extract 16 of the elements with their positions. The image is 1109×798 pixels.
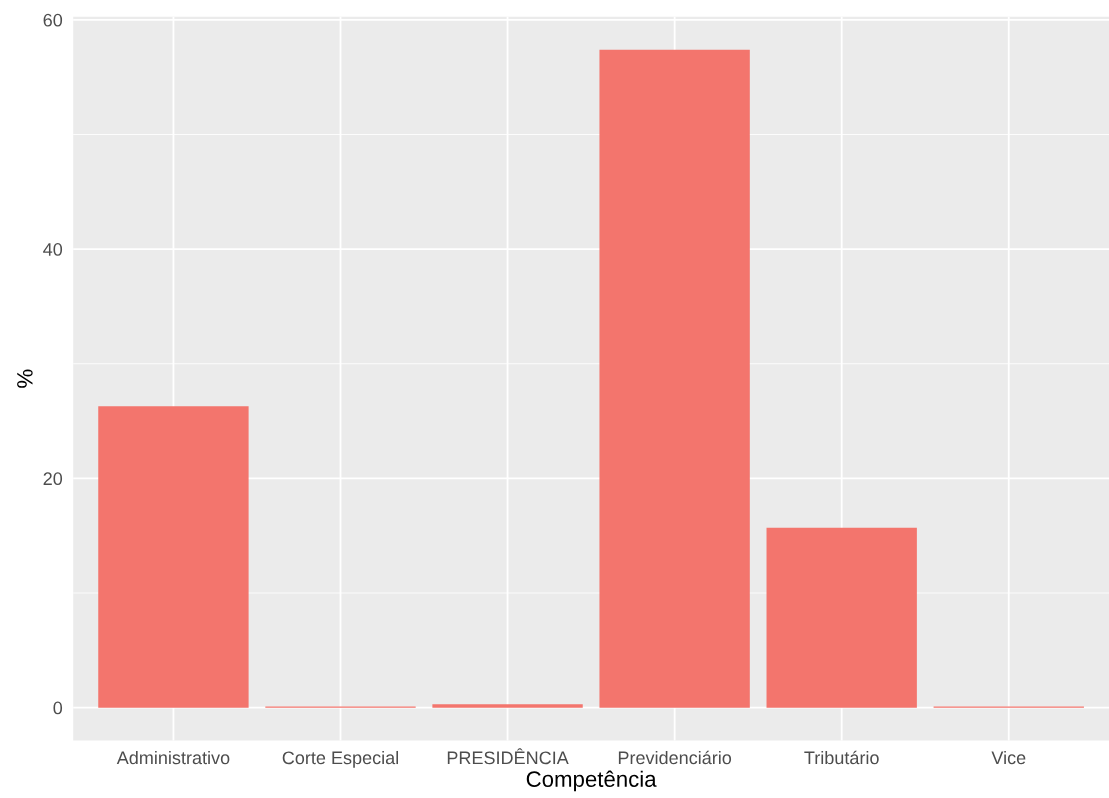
x-tick-label: PRESIDÊNCIA [447, 748, 569, 765]
y-tick-label: 0 [53, 701, 63, 715]
x-tick-label: Administrativo [116, 750, 230, 765]
x-tick-label: Tributário [804, 750, 879, 765]
bar [432, 704, 583, 708]
y-tick-label: 40 [43, 243, 63, 256]
x-tick-label: Vice [991, 750, 1026, 765]
x-axis-title: Competência [526, 770, 657, 792]
y-axis-title: % [17, 369, 33, 388]
y-tick-label: 20 [43, 472, 63, 486]
x-tick-label: Corte Especial [282, 750, 398, 768]
bar [599, 49, 750, 708]
y-tick-label: 60 [43, 13, 63, 27]
bar [766, 527, 917, 708]
bar [98, 406, 249, 708]
x-tick-label: Previdenciário [618, 750, 732, 765]
